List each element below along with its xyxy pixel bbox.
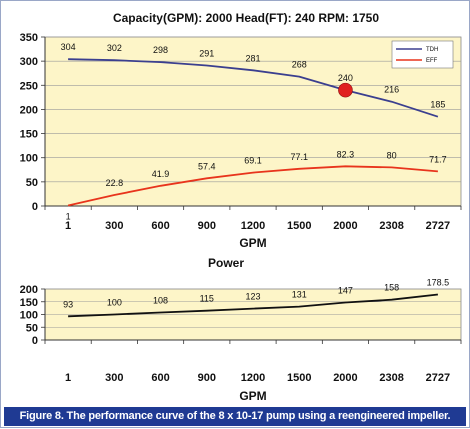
chart-0-y-tick-label: 250 [20, 80, 38, 92]
chart-0-data-label: 77.1 [290, 152, 308, 162]
chart-0-y-tick-label: 200 [20, 104, 38, 116]
chart-0-data-label: 41.9 [152, 169, 170, 179]
chart-0-x-tick-label: 2308 [379, 220, 403, 232]
chart-0-data-label: 71.7 [429, 154, 447, 164]
chart-0-y-tick-label: 50 [26, 177, 38, 189]
chart-0-data-label: 22.8 [106, 178, 124, 188]
chart-0-data-label: 57.4 [198, 161, 216, 171]
chart-0-x-tick-label: 2000 [333, 220, 357, 232]
chart-0-x-tick-label: 600 [151, 220, 169, 232]
chart-0-data-label: 80 [387, 150, 397, 160]
chart-1-x-tick-label: 900 [198, 372, 216, 384]
chart-0-data-label: 298 [153, 45, 168, 55]
chart-1-data-label: 108 [153, 295, 168, 305]
chart-0-data-label: 281 [245, 53, 260, 63]
chart-0-legend-label: TDH [426, 47, 438, 53]
chart-0-x-axis-label: GPM [239, 236, 266, 250]
chart-1-x-tick-label: 2727 [426, 372, 450, 384]
chart-1-x-tick-label: 1200 [241, 372, 265, 384]
chart-1-data-label: 178.5 [427, 277, 450, 287]
chart-0-data-label: 216 [384, 85, 399, 95]
chart-0-x-tick-label: 2727 [426, 220, 450, 232]
chart-0-data-label: 82.3 [337, 149, 355, 159]
chart-0-data-label: 302 [107, 43, 122, 53]
chart-1-series-power-line [68, 293, 439, 318]
chart-0-data-label: 304 [61, 42, 76, 52]
chart-1-y-tick-label: 150 [20, 297, 38, 309]
chart-0-x-tick-label: 1200 [241, 220, 265, 232]
chart-1-x-tick-label: 600 [151, 372, 169, 384]
chart-1-data-label: 158 [384, 283, 399, 293]
chart-1-x-tick-label: 1 [65, 372, 71, 384]
chart-0-data-label: 291 [199, 48, 214, 58]
chart-0-data-label: 268 [292, 60, 307, 70]
chart-0-data-label: 185 [430, 100, 445, 110]
chart-1-x-axis-label: GPM [239, 389, 266, 403]
chart-0-y-tick-label: 150 [20, 129, 38, 141]
chart-1-data-label: 131 [292, 290, 307, 300]
chart-1-y-tick-label: 200 [20, 284, 38, 296]
chart-0-y-tick-label: 0 [32, 201, 38, 213]
chart-0-y-tick-label: 350 [20, 32, 38, 44]
chart-0-y-tick-label: 100 [20, 153, 38, 165]
chart-0-plot-area [44, 36, 462, 207]
chart-1-x-tick-label: 2000 [333, 372, 357, 384]
chart-0-x-tick-label: 1 [65, 220, 71, 232]
chart-1-data-label: 115 [200, 294, 214, 304]
chart-1-data-label: 147 [338, 286, 353, 296]
chart-0-title: Capacity(GPM): 2000 Head(FT): 240 RPM: 1… [113, 11, 379, 25]
chart-0-design-point-marker [338, 82, 353, 98]
chart-0-data-label: 1 [66, 212, 71, 222]
chart-1-data-label: 123 [245, 292, 260, 302]
chart-1-x-tick-label: 1500 [287, 372, 311, 384]
chart-1-y-tick-label: 100 [20, 310, 38, 322]
chart-0-data-label: 240 [338, 73, 353, 83]
chart-0-x-tick-label: 900 [198, 220, 216, 232]
chart-0-y-tick-label: 300 [20, 56, 38, 68]
chart-1-y-tick-label: 0 [32, 335, 38, 347]
chart-0-legend-label: EFF [426, 58, 438, 64]
chart-0-series-tdh-line [68, 58, 439, 118]
chart-0-data-label: 69.1 [244, 156, 262, 166]
chart-0-series-eff-line [67, 165, 438, 207]
chart-1-x-tick-label: 2308 [379, 372, 403, 384]
chart-1-x-tick-label: 300 [105, 372, 123, 384]
chart-1-y-tick-label: 50 [26, 322, 38, 334]
figure-caption: Figure 8. The performance curve of the 8… [4, 407, 466, 426]
chart-1-data-label: 93 [63, 299, 73, 309]
chart-1-data-label: 100 [107, 298, 122, 308]
chart-0-x-tick-label: 300 [105, 220, 123, 232]
chart-0-x-tick-label: 1500 [287, 220, 311, 232]
chart-1-title: Power [208, 256, 244, 270]
chart-0-legend [391, 40, 454, 69]
